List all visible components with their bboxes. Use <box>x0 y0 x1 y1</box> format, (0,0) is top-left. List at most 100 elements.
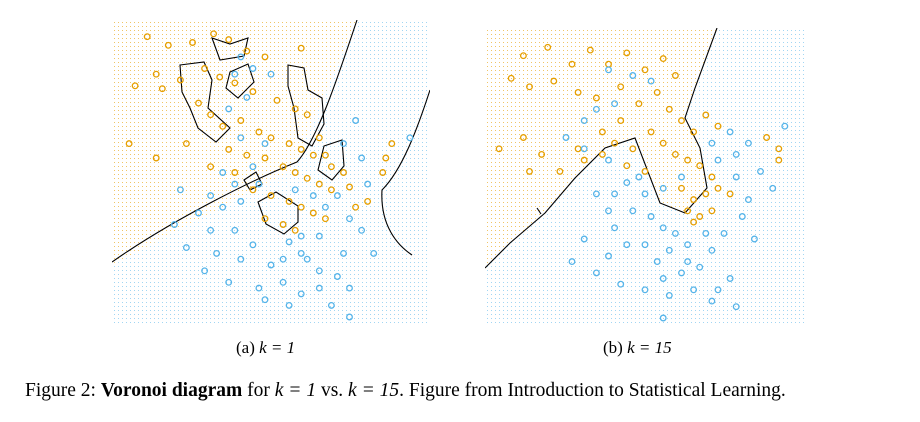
blue-point-52 <box>297 232 305 240</box>
orange-point-23 <box>598 128 606 136</box>
orange-point-54 <box>641 167 649 175</box>
blue-point-19 <box>279 278 287 286</box>
orange-point-24 <box>611 139 619 147</box>
orange-point-1 <box>519 52 527 60</box>
blue-point-45 <box>267 70 275 78</box>
blue-point-9 <box>315 232 323 240</box>
blue-point-8 <box>346 215 353 223</box>
orange-point-3 <box>189 39 196 46</box>
orange-point-34 <box>291 169 299 176</box>
blue-point-33 <box>219 203 227 211</box>
orange-point-50 <box>763 134 771 141</box>
caption-expr1: k = 1 <box>275 380 316 401</box>
orange-point-39 <box>346 183 353 191</box>
blue-point-44 <box>617 280 625 288</box>
blue-point-34 <box>237 197 245 205</box>
blue-point-45 <box>641 286 649 294</box>
blue-point-24 <box>690 286 698 294</box>
orange-point-7 <box>641 66 649 74</box>
blue-point-52 <box>702 229 710 237</box>
decision-boundary-7 <box>317 139 345 181</box>
blue-point-48 <box>678 173 685 181</box>
orange-point-25 <box>629 145 637 153</box>
blue-point-28 <box>720 229 728 237</box>
blue-point-24 <box>327 301 335 309</box>
blue-point-41 <box>225 105 233 113</box>
blue-point-38 <box>641 241 649 249</box>
blue-point-48 <box>309 192 317 200</box>
decision-boundary-2 <box>381 89 430 256</box>
blue-point-4 <box>358 154 366 162</box>
decision-boundary-3 <box>211 37 249 61</box>
subcaption-b: (b) k = 15 <box>603 338 672 358</box>
decision-boundary-1 <box>485 28 718 269</box>
orange-point-20 <box>690 128 698 136</box>
blue-point-17 <box>659 224 667 232</box>
subcaption-b-expr: k = 15 <box>627 338 672 357</box>
orange-point-10 <box>131 82 139 90</box>
orange-point-37 <box>327 186 335 194</box>
blue-point-57 <box>659 314 667 322</box>
orange-point-22 <box>219 122 227 130</box>
blue-point-36 <box>231 180 239 188</box>
subcaption-a: (a) k = 1 <box>236 338 295 358</box>
orange-point-23 <box>237 117 245 124</box>
orange-region <box>485 28 717 268</box>
orange-point-56 <box>207 163 215 171</box>
orange-point-40 <box>249 186 257 194</box>
orange-point-9 <box>152 70 160 78</box>
blue-point-55 <box>358 226 366 234</box>
orange-point-26 <box>285 140 293 148</box>
blue-point-43 <box>592 269 600 277</box>
orange-point-44 <box>309 209 317 217</box>
blue-point-11 <box>641 190 649 198</box>
orange-point-3 <box>568 60 576 68</box>
caption-expr2: k = 15 <box>348 380 399 401</box>
orange-point-18 <box>291 105 299 113</box>
blue-point-10 <box>623 179 631 187</box>
orange-point-11 <box>158 85 166 93</box>
blue-point-20 <box>297 290 305 298</box>
orange-point-43 <box>297 203 305 211</box>
orange-point-35 <box>714 184 722 192</box>
blue-point-5 <box>333 192 341 200</box>
orange-point-11 <box>526 83 533 91</box>
blue-point-17 <box>225 278 233 286</box>
blue-point-50 <box>635 173 643 181</box>
orange-point-31 <box>708 173 716 181</box>
blue-point-51 <box>611 224 619 232</box>
decision-boundary-1 <box>112 20 358 263</box>
orange-point-2 <box>164 41 172 49</box>
knn-plot-k1 <box>112 20 430 325</box>
blue-point-7 <box>562 134 570 141</box>
blue-point-15 <box>629 207 637 215</box>
blue-point-47 <box>291 186 299 194</box>
blue-point-26 <box>726 275 734 282</box>
blue-point-49 <box>176 186 184 194</box>
blue-point-12 <box>267 261 275 269</box>
orange-point-42 <box>538 150 546 158</box>
orange-point-25 <box>267 134 275 142</box>
figure-caption: Figure 2: Voronoi diagram for k = 1 vs. … <box>25 380 786 402</box>
knn-plot-k1-svg <box>112 20 430 323</box>
blue-point-56 <box>726 128 734 136</box>
orange-point-4 <box>210 30 218 38</box>
blue-point-53 <box>370 249 378 257</box>
blue-point-9 <box>605 156 612 164</box>
blue-point-7 <box>364 180 372 188</box>
blue-point-15 <box>213 249 221 257</box>
blue-point-34 <box>757 167 764 175</box>
orange-point-21 <box>702 111 710 119</box>
orange-point-40 <box>495 145 503 153</box>
orange-point-44 <box>526 167 533 175</box>
orange-point-20 <box>195 99 202 107</box>
blue-point-22 <box>696 263 704 271</box>
orange-point-53 <box>623 162 631 170</box>
orange-point-50 <box>388 140 396 148</box>
blue-point-18 <box>671 229 679 237</box>
orange-point-6 <box>243 47 251 55</box>
orange-point-15 <box>231 79 239 87</box>
orange-point-9 <box>671 72 679 79</box>
blue-point-14 <box>605 207 612 215</box>
orange-point-19 <box>303 111 311 119</box>
